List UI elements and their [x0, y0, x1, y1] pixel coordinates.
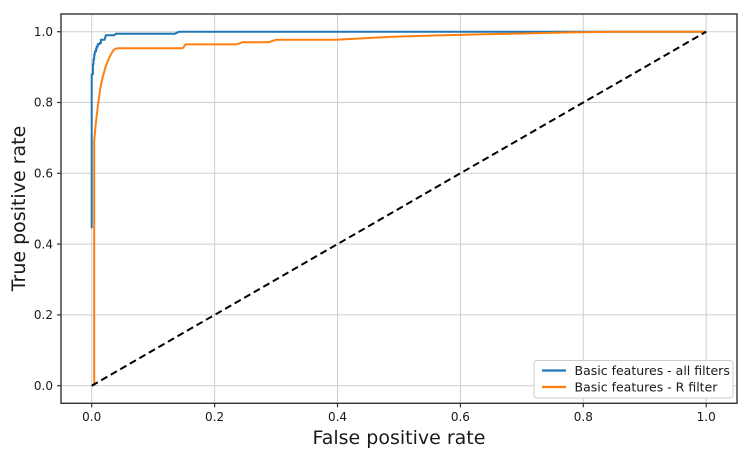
roc-curve-0	[90, 30, 707, 229]
y-tick-label: 0.4	[34, 237, 53, 251]
y-tick-label: 0.0	[34, 379, 53, 393]
x-tick-label: 0.2	[205, 410, 224, 424]
x-tick-label: 0.4	[328, 410, 347, 424]
y-axis-label: True positive rate	[8, 126, 30, 293]
grid-lines	[61, 14, 737, 404]
data-series	[90, 30, 707, 387]
legend-entry-label: Basic features - all filters	[575, 363, 730, 378]
axis-ticks	[57, 31, 707, 408]
y-tick-label: 0.8	[34, 96, 53, 110]
x-tick-label: 0.6	[451, 410, 470, 424]
x-tick-label: 0.8	[574, 410, 593, 424]
axis-tick-labels: 0.0 0.2 0.4 0.6 0.8 1.0 0.0 0.2 0.4 0.6 0.8 1.0	[34, 25, 716, 424]
x-tick-label: 0.0	[82, 410, 101, 424]
y-tick-label: 0.2	[34, 308, 53, 322]
x-axis-label: False positive rate	[313, 427, 486, 449]
x-tick-label: 1.0	[697, 410, 716, 424]
plot-area-border	[60, 13, 738, 404]
roc-curve-1	[93, 30, 707, 386]
y-tick-label: 1.0	[34, 25, 53, 39]
y-tick-label: 0.6	[34, 167, 53, 181]
legend-entry-label: Basic features - R filter	[575, 379, 719, 394]
chance-diagonal-line	[91, 30, 707, 387]
legend-box	[533, 360, 734, 399]
